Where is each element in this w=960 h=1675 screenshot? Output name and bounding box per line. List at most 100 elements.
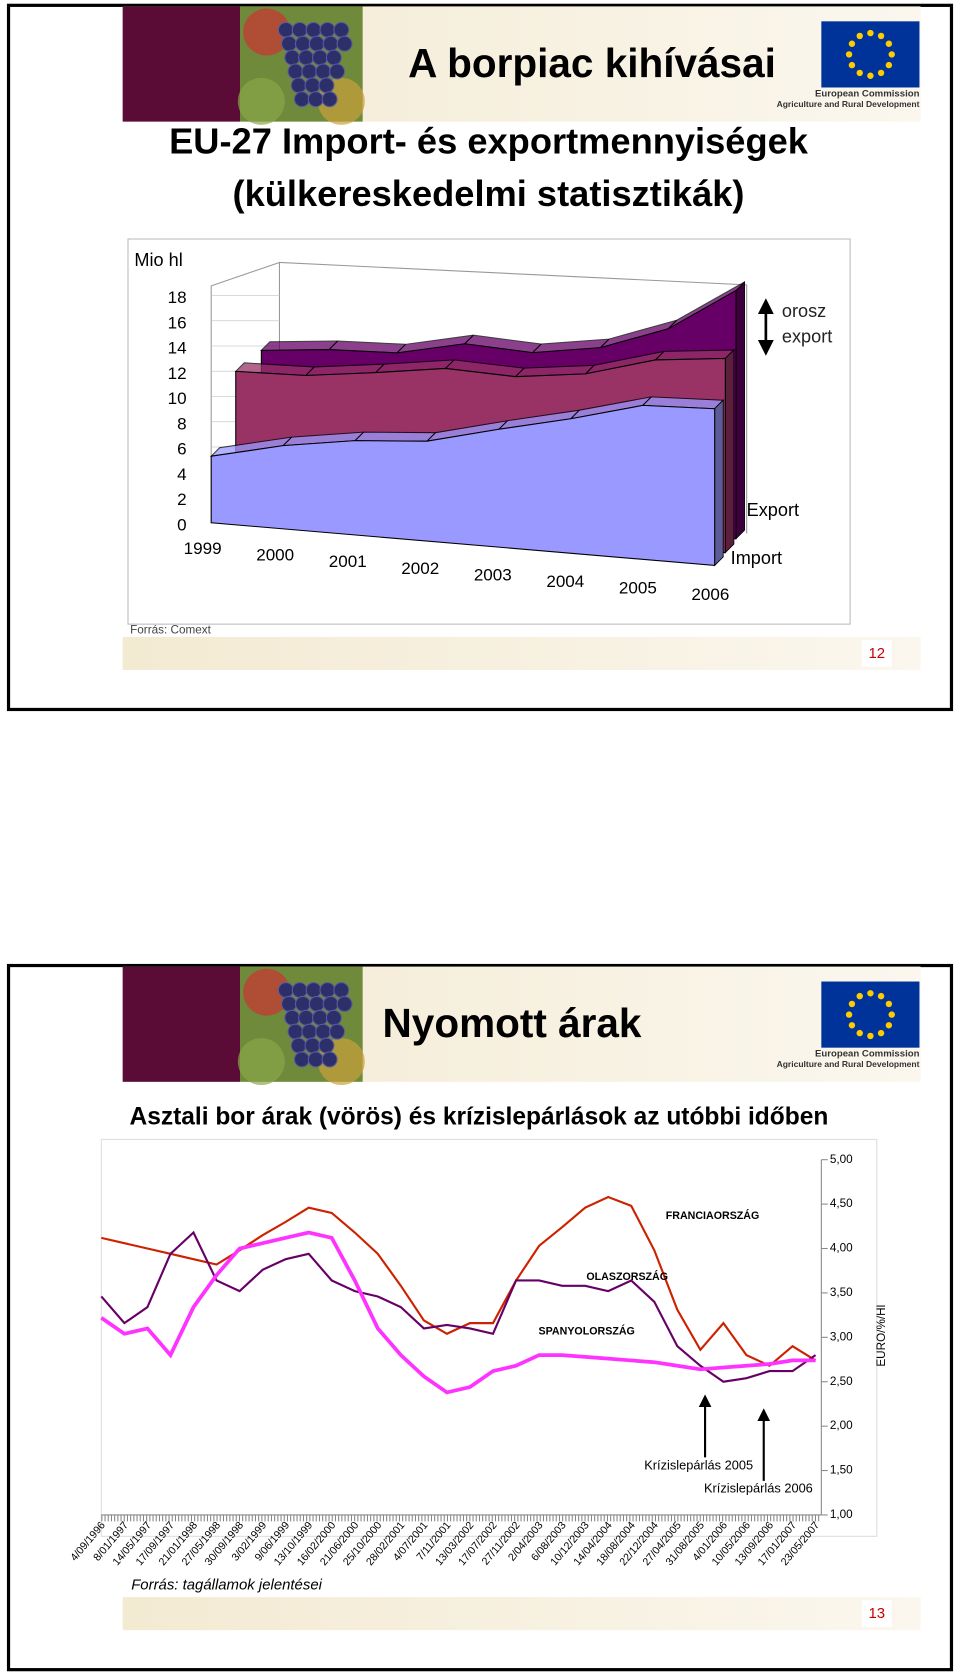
x-tick-label: 1999 [184,539,222,558]
y-tick-label: 10 [168,389,187,408]
grape [290,77,307,94]
grape [290,1037,307,1054]
y-tick-label: 2 [177,490,186,509]
grape [315,1023,332,1040]
source: Forrás: tagállamok jelentései [131,1576,322,1593]
page-number: 12 [868,645,885,662]
grape [315,63,332,80]
area-side-face [714,399,724,567]
eu-star [848,61,856,69]
source: Forrás: Comext [130,624,211,637]
grape [325,1009,342,1026]
eu-star [856,69,863,77]
series-label: SPANYOLORSZÁG [539,1324,635,1337]
eu-star [856,992,863,1000]
grape [298,1009,315,1026]
y-tick-label: 4 [177,465,186,484]
grape [305,982,322,999]
back-wall [279,261,748,534]
grape [301,1023,318,1040]
y-tick-label: 16 [168,313,187,332]
eu-star [877,992,885,1000]
grape [307,91,324,108]
eu-star [867,1032,874,1040]
grape [293,91,310,108]
line-series [101,1195,817,1368]
eu-star [845,1011,853,1018]
grape [329,63,346,80]
annotation: orosz export [781,300,833,347]
grape [321,91,338,108]
y-tick-label: 6 [177,440,186,459]
y-axis-label: Mio hl [134,250,182,270]
grape [287,63,304,80]
grape [308,995,325,1012]
slide-title: (külkereskedelmi statisztikák) [233,173,745,214]
grape [333,21,350,38]
grape [294,35,311,52]
grape [293,1051,310,1068]
area-top-divider [655,351,665,361]
y-tick-label: 8 [177,414,186,433]
area-top-divider [585,364,595,375]
x-tick-label: 2006 [691,585,729,604]
y-axis-label: EURO/%/Hl [875,1305,888,1367]
eu-star [856,32,863,40]
footer-band [122,1597,921,1631]
slide-frame [6,963,954,1672]
grape [284,1009,301,1026]
eu-star [885,61,893,69]
annotation: Krízislepárlás 2006 [704,1481,813,1496]
photo-leaf [243,968,291,1016]
eu-star [877,69,885,77]
line-series [100,1230,816,1395]
grape [277,21,294,38]
eu-star [877,1029,885,1037]
chart-frame [100,1138,878,1537]
x-tick-label: 2005 [619,579,657,598]
x-tick-label: 2002 [401,559,439,578]
area-top-divider [305,366,315,376]
grape [321,1051,338,1068]
grape [291,21,308,38]
y-tick-label: 1,00 [830,1508,853,1521]
slide-header: Nyomott árak [383,1000,642,1046]
area-top-divider [498,420,508,430]
grape [301,63,318,80]
page-number-box [861,640,892,667]
slide-header: A borpiac kihívásai [408,40,776,86]
y-tick-label: 2,00 [830,1419,853,1432]
grape [329,1023,346,1040]
y-tick-label: 3,00 [830,1330,853,1343]
eu-star [888,51,895,58]
grape [281,35,298,52]
grape [318,77,335,94]
y-tick-label: 3,50 [830,1286,853,1299]
grape [319,21,336,38]
y-tick-label: 12 [168,364,187,383]
grape [325,49,342,66]
eu-star [885,40,893,47]
area-side-face [735,280,745,540]
area-side-face [724,348,735,554]
area-top-divider [600,338,610,349]
slide-title: Asztali bor árak (vörös) és krízislepárl… [130,1104,829,1131]
logo-text: European Commission [815,1049,920,1060]
y-tick-label: 14 [168,339,187,358]
area-top-divider [570,409,580,420]
y-tick-label: 18 [168,288,187,307]
eu-star [888,1011,895,1018]
y-tick-label: 2,50 [830,1375,853,1388]
photo-leaf [237,77,285,125]
eu-star [845,51,853,58]
header-maroon [122,966,240,1082]
page-number: 13 [868,1605,885,1622]
eu-star [848,40,856,47]
area-top-divider [515,367,525,378]
slide-title: EU-27 Import- és exportmennyiségek [169,121,809,162]
grape [333,982,350,999]
eu-star [885,1000,893,1008]
grape [312,49,328,66]
grape [294,995,311,1012]
y-tick-label: 1,50 [830,1464,853,1477]
